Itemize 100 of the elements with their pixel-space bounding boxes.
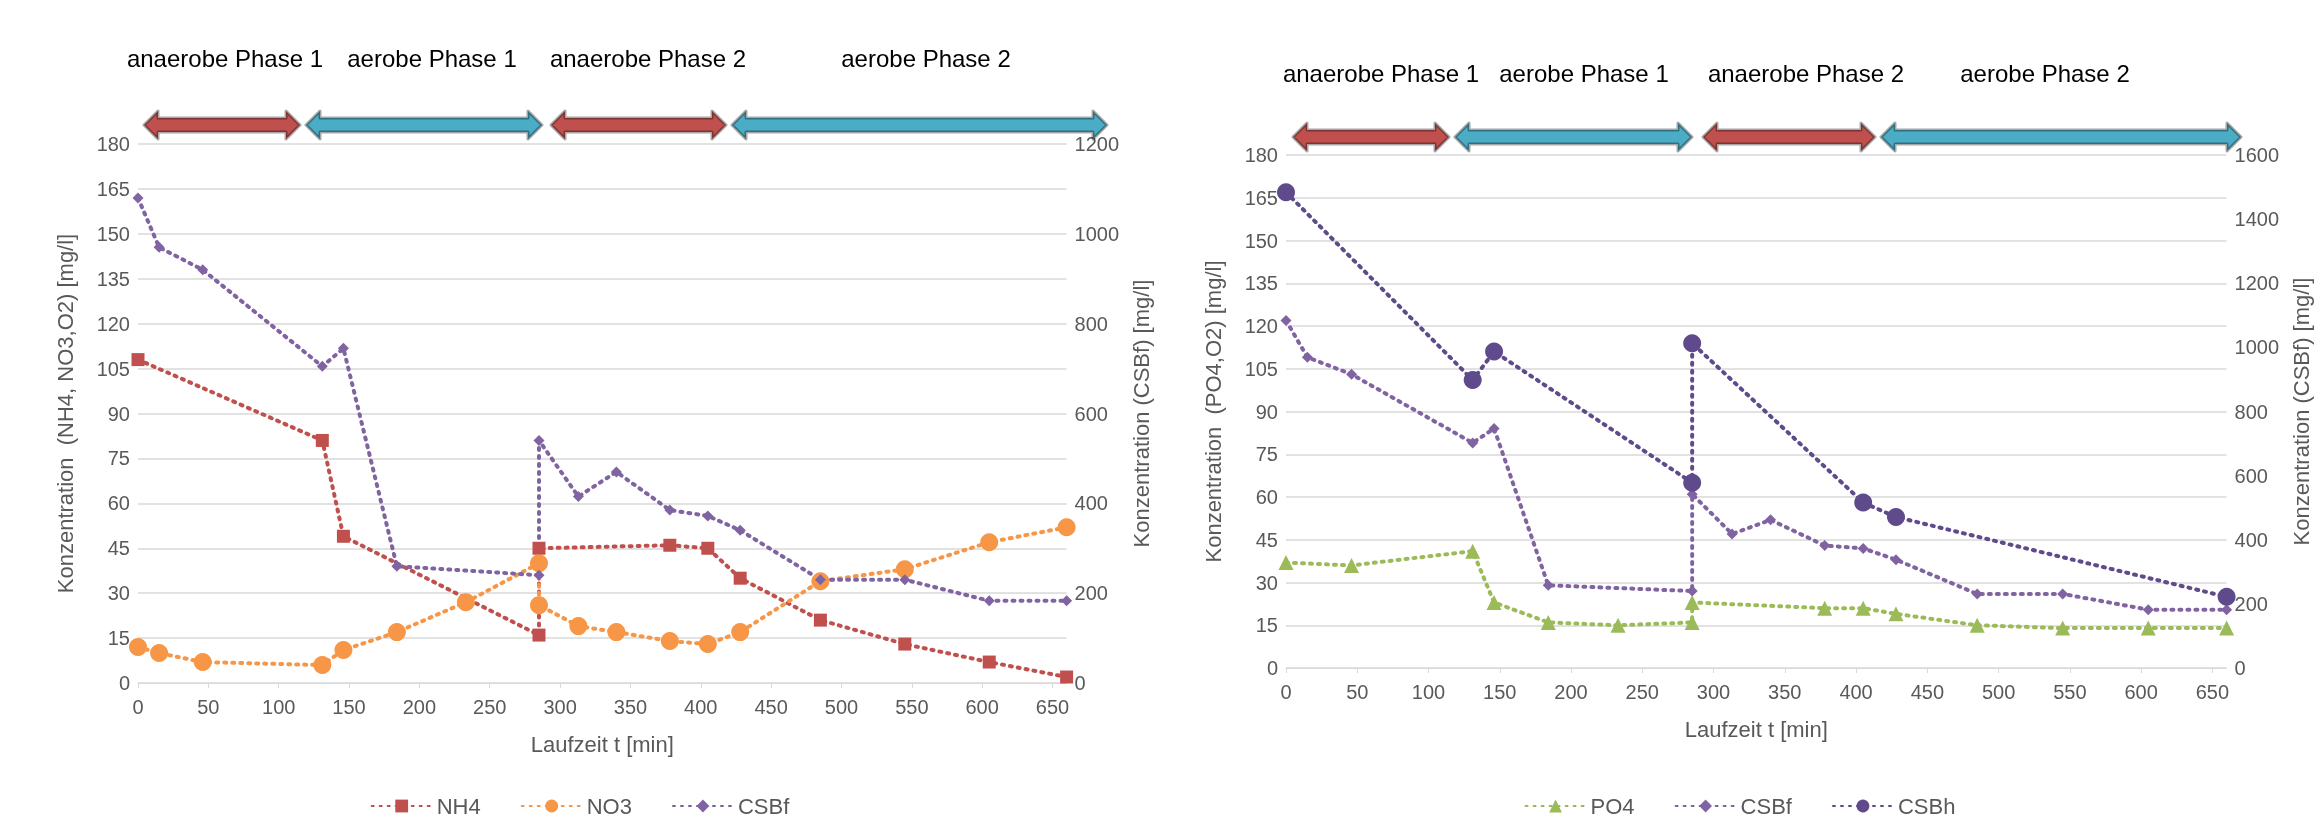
- y-tick-label: 135: [96, 267, 130, 290]
- y-tick-label: 180: [1244, 144, 1278, 166]
- point: [2142, 604, 2154, 616]
- point: [980, 533, 999, 552]
- point: [313, 656, 332, 675]
- point: [532, 628, 546, 642]
- x-tick-label: 250: [1625, 681, 1659, 703]
- y-axis-title: Konzentration (NH4, NO3,O2) [mg/l]: [52, 233, 78, 594]
- text: aerobe Phase 1: [347, 45, 517, 73]
- point: [336, 529, 350, 543]
- x-tick-label: 500: [1981, 681, 2016, 703]
- y-axis-title: Konzentration (PO4,O2) [mg/l]: [1200, 260, 1226, 563]
- y2-tick-label: 1000: [1074, 222, 1120, 245]
- y2-tick-label: 600: [1074, 402, 1108, 425]
- point: [610, 466, 622, 478]
- x-tick-label: 400: [1839, 681, 1873, 703]
- point: [334, 641, 353, 660]
- point: [895, 560, 914, 579]
- point: [1485, 342, 1504, 361]
- x-tick-label: 200: [1554, 681, 1588, 703]
- point: [2219, 620, 2235, 636]
- y-tick-label: 165: [1244, 186, 1278, 209]
- x-tick-label: 400: [684, 696, 718, 718]
- y-tick-label: 135: [1244, 272, 1278, 295]
- y-tick-label: 150: [1244, 229, 1278, 252]
- x-tick-label: 150: [1483, 681, 1517, 703]
- x-tick-label: 350: [613, 696, 648, 718]
- x-tick-label: 300: [543, 696, 577, 718]
- y2-tick-label: 200: [2234, 592, 2268, 615]
- point: [153, 241, 165, 253]
- point: [1488, 422, 1500, 434]
- x-tick-label: 0: [1280, 681, 1292, 703]
- point: [530, 596, 548, 615]
- point: [733, 571, 747, 585]
- point: [1301, 351, 1313, 363]
- x-tick-label: 350: [1768, 681, 1802, 703]
- y-tick-label: 120: [1244, 315, 1278, 337]
- legend-label: PO4: [1590, 793, 1635, 819]
- y-tick-label: 15: [1255, 614, 1278, 637]
- x-tick-label: 550: [895, 696, 929, 718]
- y-tick-label: 45: [1255, 528, 1278, 551]
- x-tick-label: 0: [132, 696, 144, 718]
- point: [1061, 595, 1073, 607]
- point: [898, 637, 912, 651]
- point: [1969, 617, 1985, 633]
- point: [197, 264, 209, 276]
- y-tick-label: 90: [1255, 400, 1278, 423]
- point: [1060, 670, 1074, 684]
- point: [131, 353, 145, 367]
- y-tick-label: 30: [107, 582, 130, 605]
- y2-tick-label: 200: [1074, 582, 1108, 605]
- y2-tick-label: 1200: [2234, 272, 2280, 295]
- point: [1346, 368, 1358, 380]
- point: [899, 574, 911, 586]
- x-tick-label: 650: [1035, 696, 1070, 718]
- point: [1817, 600, 1833, 616]
- point: [1344, 557, 1360, 573]
- point: [1610, 617, 1626, 633]
- point: [1467, 437, 1479, 449]
- x-tick-label: 100: [262, 696, 296, 718]
- point: [532, 541, 546, 555]
- point: [1765, 514, 1777, 526]
- point: [1855, 600, 1871, 616]
- point: [702, 510, 714, 522]
- y-tick-label: 15: [107, 627, 130, 650]
- y-tick-label: 105: [1244, 357, 1278, 380]
- x-tick-label: 600: [2124, 681, 2158, 703]
- y2-tick-label: 600: [2234, 464, 2268, 487]
- y-tick-label: 165: [96, 177, 130, 200]
- y2-tick-label: 400: [2234, 528, 2268, 551]
- x-tick-label: 250: [473, 696, 507, 718]
- point: [734, 524, 746, 536]
- x-axis-title: Laufzeit t [min]: [530, 731, 674, 757]
- y2-tick-label: 800: [2234, 400, 2268, 423]
- point: [2055, 620, 2071, 636]
- y2-axis-title: Konzentration (CSBf) [mg/l]: [1128, 279, 1154, 548]
- text: aerobe Phase 2: [1960, 60, 2130, 88]
- point: [533, 569, 545, 581]
- point: [456, 593, 475, 612]
- point: [569, 617, 588, 636]
- y-tick-label: 30: [1255, 571, 1278, 594]
- x-tick-label: 550: [2053, 681, 2087, 703]
- x-tick-label: 100: [1411, 681, 1446, 703]
- y2-axis-title: Konzentration (CSBf) [mg/l]: [2288, 277, 2314, 546]
- y-tick-label: 90: [107, 402, 130, 425]
- y-tick-label: 120: [96, 312, 130, 335]
- point: [701, 541, 715, 555]
- point: [660, 632, 679, 651]
- y2-tick-label: 400: [1074, 492, 1108, 515]
- point: [2221, 604, 2233, 616]
- x-tick-label: 650: [2195, 681, 2230, 703]
- point: [663, 538, 677, 552]
- y2-tick-label: 1200: [1074, 133, 1120, 155]
- point: [316, 360, 328, 372]
- point: [150, 644, 169, 663]
- y-tick-label: 60: [107, 492, 130, 515]
- x-tick-label: 500: [824, 696, 859, 718]
- point: [572, 491, 584, 503]
- point: [1486, 594, 1502, 610]
- y2-tick-label: 1000: [2234, 336, 2280, 359]
